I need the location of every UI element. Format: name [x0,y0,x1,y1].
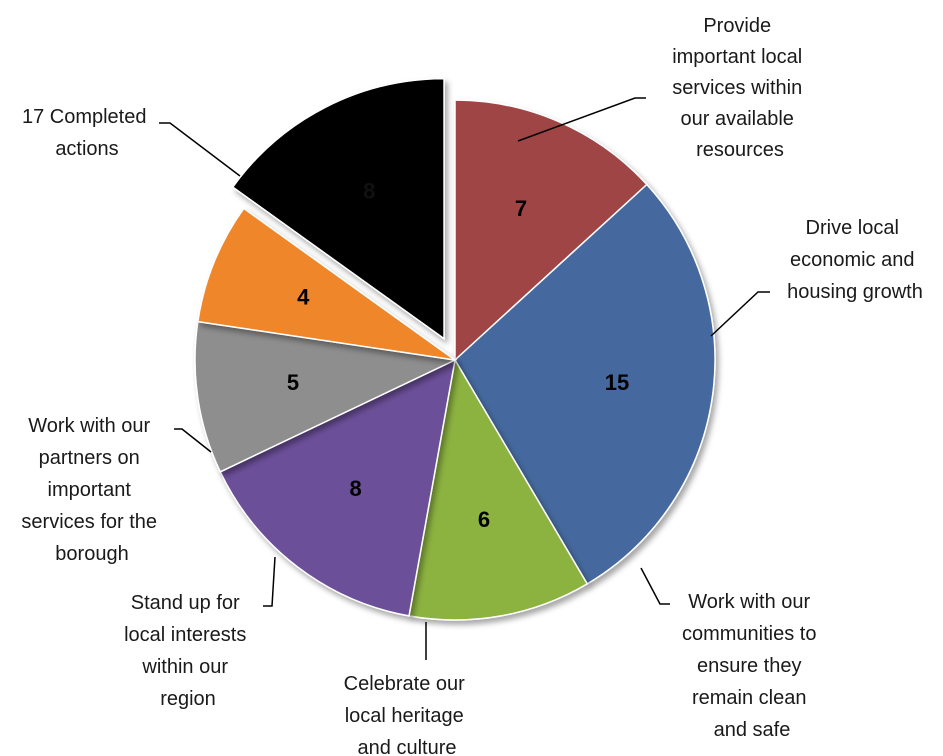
leader-drive [710,291,770,337]
pie-slices [194,77,716,621]
value-label-stand-up: 5 [287,370,299,395]
slice-work-partners [196,207,456,361]
label-celebrate: Celebrate our local heritage and culture [344,673,471,756]
slice-stand-up [194,320,458,473]
label-stand-up: Stand up for local interests within our … [124,592,252,710]
value-label-drive: 15 [605,370,629,395]
label-work-partners: Work with our partners on important serv… [21,415,162,565]
value-label-completed: 8 [363,179,375,204]
slice-completed [231,77,445,341]
label-completed: 17 Completed actions [22,106,152,160]
label-drive: Drive local economic and housing growth [787,217,923,303]
value-label-celebrate: 8 [349,476,361,501]
slice-celebrate [219,358,456,617]
leader-work-communities [640,567,670,605]
slice-work-communities [408,357,589,621]
slice-drive [454,183,716,585]
label-work-communities: Work with our communities to ensure they… [682,591,822,741]
leader-stand-up [263,556,276,607]
value-label-work-communities: 6 [478,507,490,532]
leader-completed [159,122,241,177]
value-labels: 7 15 6 8 5 4 8 [287,179,629,532]
leader-work-partners [174,428,212,453]
label-provide: Provide important local services within … [672,15,808,161]
value-label-provide: 7 [515,196,527,221]
slice-provide [454,99,648,362]
value-label-work-partners: 4 [297,284,310,309]
leader-provide [517,97,646,142]
leader-lines [159,97,770,660]
